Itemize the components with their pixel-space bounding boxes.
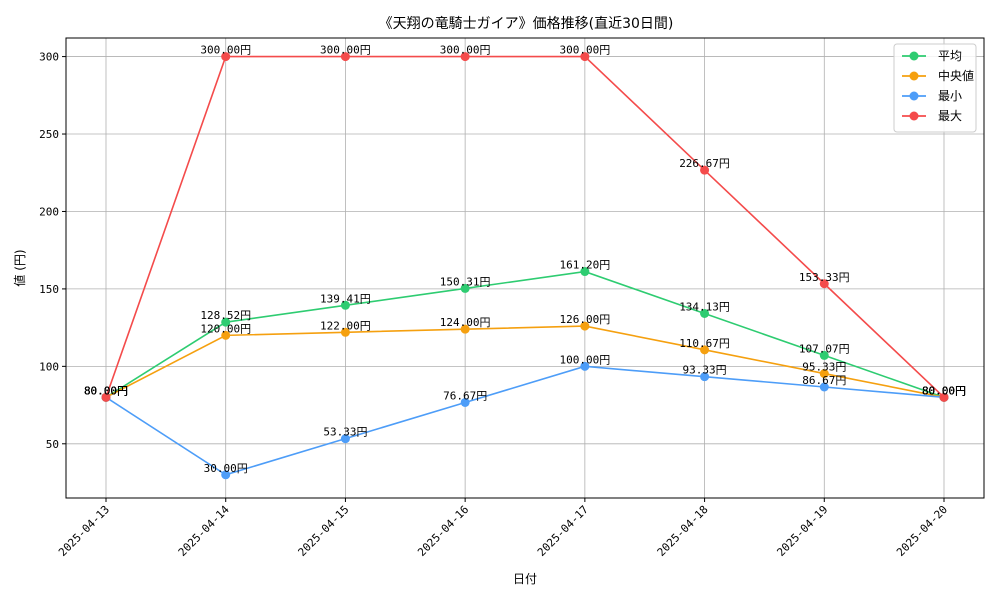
data-label: 80.00円: [922, 384, 966, 397]
data-label: 153.33円: [799, 271, 850, 284]
data-point: [939, 392, 949, 402]
data-label: 80.00円: [84, 384, 128, 397]
data-label: 300.00円: [200, 44, 251, 57]
x-tick-label: 2025-04-17: [535, 503, 591, 559]
data-point: [101, 392, 111, 402]
legend-label: 中央値: [938, 68, 974, 83]
data-point: [460, 324, 470, 334]
x-tick-label: 2025-04-14: [176, 503, 232, 559]
data-point: [340, 300, 350, 310]
data-label: 150.31円: [440, 275, 491, 288]
data-label: 76.67円: [443, 389, 487, 402]
y-tick-label: 50: [46, 438, 59, 451]
x-tick-label: 2025-04-15: [296, 503, 352, 559]
data-label: 139.41円: [320, 292, 371, 305]
y-tick-label: 100: [39, 360, 59, 373]
y-tick-label: 250: [39, 128, 59, 141]
data-label: 80.00円: [84, 384, 128, 397]
data-label: 134.13円: [679, 300, 730, 313]
data-label: 161.20円: [559, 259, 610, 272]
data-point: [221, 52, 231, 62]
x-tick-label: 2025-04-16: [415, 503, 471, 559]
y-tick-label: 150: [39, 283, 59, 296]
data-point: [580, 361, 590, 371]
data-point: [700, 345, 710, 355]
data-point: [819, 369, 829, 379]
data-label: 30.00円: [204, 462, 248, 475]
series-line: [105, 365, 945, 476]
legend-marker: [909, 51, 919, 61]
data-label: 107.07円: [799, 342, 850, 355]
data-point: [221, 330, 231, 340]
legend-label: 最小: [938, 89, 962, 103]
data-point: [340, 52, 350, 62]
data-label: 122.00円: [320, 319, 371, 332]
data-label: 80.00円: [922, 384, 966, 397]
data-label: 126.00円: [559, 313, 610, 326]
data-label: 300.00円: [440, 44, 491, 57]
data-label: 300.00円: [559, 44, 610, 57]
data-label: 95.33円: [802, 361, 846, 374]
data-label: 110.67円: [679, 337, 730, 350]
legend-label: 平均: [938, 49, 962, 63]
data-point: [819, 350, 829, 360]
data-label: 93.33円: [683, 364, 727, 377]
data-point: [221, 470, 231, 480]
legend-box: [893, 43, 977, 133]
legend-label: 最大: [938, 109, 962, 123]
data-point: [700, 308, 710, 318]
data-point: [819, 279, 829, 289]
data-label: 86.67円: [802, 374, 846, 387]
y-axis: 50 100 150 200 250 300: [39, 51, 66, 451]
data-label: 226.67円: [679, 157, 730, 170]
series-group: [101, 52, 949, 480]
y-tick-label: 300: [39, 51, 59, 64]
series-line: [105, 55, 945, 398]
data-label: 124.00円: [440, 316, 491, 329]
data-point: [460, 283, 470, 293]
data-point: [819, 382, 829, 392]
data-label: 128.52円: [200, 309, 251, 322]
data-label: 120.00円: [200, 322, 251, 335]
y-axis-label: 値 (円): [12, 249, 27, 286]
x-tick-label: 2025-04-13: [56, 503, 112, 559]
data-label: 53.33円: [323, 426, 367, 439]
data-point: [340, 434, 350, 444]
grid: [66, 38, 984, 498]
chart-title: 《天翔の竜騎士ガイア》価格推移(直近30日間): [379, 15, 674, 32]
legend-marker: [909, 71, 919, 81]
data-label: 100.00円: [559, 353, 610, 366]
x-tick-label: 2025-04-18: [655, 503, 711, 559]
data-point: [580, 52, 590, 62]
series-line: [105, 325, 945, 399]
data-label: 300.00円: [320, 44, 371, 57]
data-label: 80.00円: [922, 384, 966, 397]
legend-marker: [909, 91, 919, 101]
x-axis: 2025-04-13 2025-04-14 2025-04-15 2025-04-16…: [56, 498, 950, 559]
data-labels: 80.00円 128.52円 139.41円 150.31円 161.20円 134.13…: [84, 44, 966, 475]
x-tick-label: 2025-04-19: [774, 503, 830, 559]
data-label: 80.00円: [84, 384, 128, 397]
x-axis-label: 日付: [513, 572, 537, 586]
x-tick-label: 2025-04-20: [894, 503, 950, 559]
legend-marker: [909, 111, 919, 121]
data-label: 80.00円: [84, 384, 128, 397]
series-line: [105, 270, 945, 399]
plot-area: [65, 37, 985, 499]
data-point: [221, 317, 231, 327]
data-point: [580, 321, 590, 331]
data-point: [700, 165, 710, 175]
data-point: [580, 267, 590, 277]
data-point: [460, 52, 470, 62]
y-tick-label: 200: [39, 205, 59, 218]
data-label: 80.00円: [922, 384, 966, 397]
data-point: [340, 327, 350, 337]
data-point: [700, 372, 710, 382]
data-point: [460, 397, 470, 407]
